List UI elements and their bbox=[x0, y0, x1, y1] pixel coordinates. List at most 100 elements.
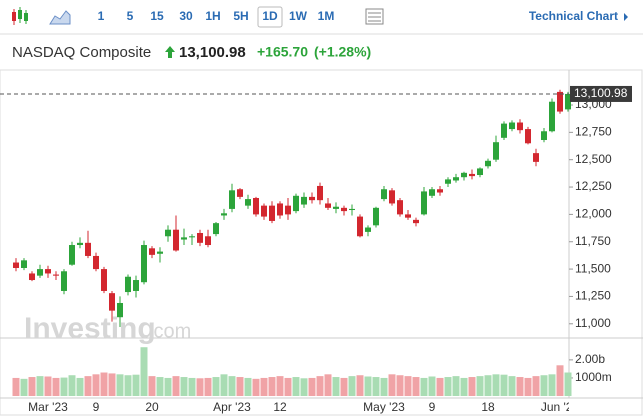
volume-bar bbox=[452, 376, 460, 396]
interval-button[interactable]: 15 bbox=[150, 9, 164, 23]
candle-body bbox=[221, 213, 227, 216]
x-tick-label: May '23 bbox=[363, 400, 405, 414]
volume-bar bbox=[516, 377, 524, 396]
candle-body bbox=[213, 223, 219, 235]
volume-bar bbox=[332, 377, 340, 396]
candle-body bbox=[205, 236, 211, 246]
candle-body bbox=[253, 197, 259, 215]
candle-body bbox=[325, 203, 331, 208]
volume-bar bbox=[20, 378, 28, 396]
candle-body bbox=[149, 248, 155, 255]
x-tick-label: Mar '23 bbox=[28, 400, 68, 414]
volume-bar bbox=[44, 376, 52, 396]
y-tick-label: 12,500 bbox=[575, 152, 612, 166]
volume-bar bbox=[380, 377, 388, 396]
volume-tick-label: 2.00b bbox=[575, 352, 605, 366]
candle-body bbox=[13, 262, 19, 268]
interval-button[interactable]: 1W bbox=[289, 9, 308, 23]
candle-body bbox=[485, 160, 491, 167]
last-price-box bbox=[570, 85, 632, 102]
candle-body bbox=[453, 177, 459, 181]
candle-body bbox=[181, 237, 187, 240]
volume-bar bbox=[324, 374, 332, 396]
candle-body bbox=[525, 129, 531, 144]
x-tick-label: 12 bbox=[273, 400, 287, 414]
volume-bar bbox=[444, 377, 452, 396]
candle-body bbox=[125, 276, 131, 293]
table-icon[interactable] bbox=[365, 8, 384, 25]
candle-body bbox=[261, 205, 267, 217]
y-tick-label: 11,000 bbox=[575, 316, 611, 330]
volume-bar bbox=[348, 376, 356, 396]
interval-button[interactable]: 30 bbox=[179, 9, 193, 23]
volume-bar bbox=[340, 377, 348, 396]
candle-body bbox=[269, 205, 275, 221]
technical-chart-link[interactable]: Technical Chart bbox=[529, 9, 618, 23]
candle-body bbox=[365, 227, 371, 232]
candle-body bbox=[133, 280, 139, 291]
candle-body bbox=[69, 245, 75, 265]
interval-button[interactable]: 5 bbox=[127, 9, 134, 23]
candle-body bbox=[341, 207, 347, 212]
interval-button[interactable]: 1M bbox=[318, 9, 335, 23]
volume-bar bbox=[308, 377, 316, 396]
candle-body bbox=[357, 216, 363, 237]
interval-button[interactable]: 1H bbox=[205, 9, 220, 23]
volume-bar bbox=[404, 376, 412, 396]
volume-bar bbox=[244, 377, 252, 396]
volume-bar bbox=[540, 375, 548, 396]
candle-body bbox=[317, 185, 323, 201]
volume-bar bbox=[484, 375, 492, 396]
volume-bar bbox=[180, 377, 188, 396]
candle-body bbox=[309, 196, 315, 201]
interval-button[interactable]: 1 bbox=[98, 9, 105, 23]
volume-bar bbox=[108, 373, 116, 396]
instrument-name: NASDAQ Composite bbox=[12, 44, 151, 61]
volume-bar bbox=[268, 377, 276, 396]
volume-bar bbox=[316, 376, 324, 396]
y-tick-label: 12,250 bbox=[575, 179, 612, 193]
candle-body bbox=[413, 219, 419, 224]
candle-body bbox=[21, 260, 27, 268]
volume-bar bbox=[204, 377, 212, 396]
volume-bar bbox=[396, 375, 404, 396]
volume-bar bbox=[172, 376, 180, 396]
candle-body bbox=[509, 122, 515, 130]
interval-button[interactable]: 1D bbox=[262, 9, 278, 23]
volume-bar bbox=[124, 375, 132, 396]
volume-bar bbox=[292, 377, 300, 396]
volume-bar bbox=[60, 377, 68, 396]
y-tick-label: 12,750 bbox=[575, 125, 612, 139]
volume-bar bbox=[372, 377, 380, 396]
candle-body bbox=[533, 153, 539, 162]
volume-bar bbox=[12, 377, 20, 396]
candle-icon[interactable] bbox=[12, 7, 28, 25]
volume-bar bbox=[164, 377, 172, 396]
volume-bar bbox=[548, 374, 556, 396]
interval-button[interactable]: 5H bbox=[233, 9, 248, 23]
area-icon[interactable] bbox=[49, 10, 71, 25]
volume-bar bbox=[284, 377, 292, 396]
candle-body bbox=[405, 214, 411, 218]
volume-bar bbox=[260, 377, 268, 396]
candle-body bbox=[557, 91, 563, 112]
candle-body bbox=[517, 122, 523, 131]
candle-body bbox=[93, 255, 99, 270]
candle-body bbox=[77, 242, 83, 246]
candle-body bbox=[389, 190, 395, 204]
volume-bar bbox=[524, 377, 532, 396]
volume-bar bbox=[84, 376, 92, 396]
candle-body bbox=[493, 142, 499, 160]
volume-bar bbox=[460, 377, 468, 396]
y-tick-label: 11,250 bbox=[575, 289, 611, 303]
price: 13,100.98 bbox=[179, 44, 246, 61]
volume-bar bbox=[412, 377, 420, 396]
volume-bar bbox=[236, 377, 244, 396]
volume-bar bbox=[148, 376, 156, 396]
volume-bar bbox=[564, 372, 572, 396]
volume-bar bbox=[388, 374, 396, 396]
volume-bar bbox=[36, 376, 44, 396]
chart-frame bbox=[0, 69, 643, 416]
candle-body bbox=[477, 168, 483, 176]
